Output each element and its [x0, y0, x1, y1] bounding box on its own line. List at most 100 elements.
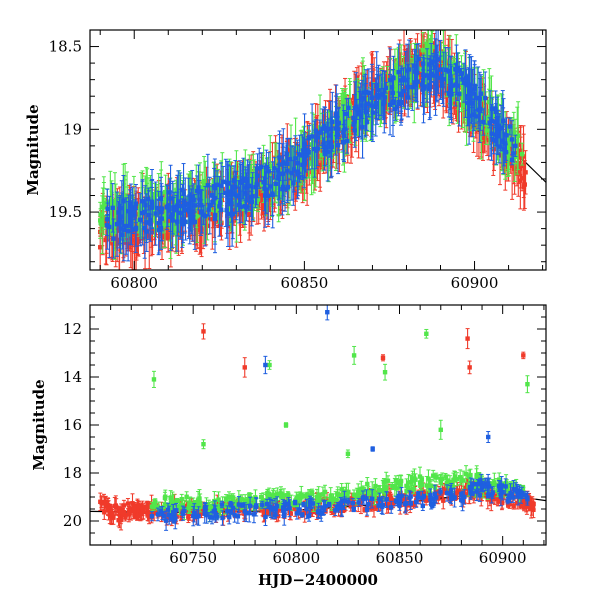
data-point [522, 182, 527, 187]
data-point [509, 137, 515, 142]
data-point [504, 133, 509, 138]
data-point [247, 212, 252, 217]
data-point [434, 474, 439, 479]
data-point [364, 507, 370, 513]
data-point [482, 136, 487, 141]
data-point [460, 95, 465, 101]
data-point [410, 476, 415, 481]
data-point [248, 177, 253, 183]
data-point [206, 207, 211, 212]
data-point [112, 199, 118, 204]
data-point [430, 44, 435, 50]
data-point [105, 216, 110, 222]
data-point [304, 493, 310, 498]
data-point [370, 446, 375, 452]
data-point [382, 370, 388, 375]
data-point [212, 212, 218, 218]
data-point [283, 507, 288, 512]
data-point [101, 500, 107, 506]
data-point [386, 491, 392, 497]
data-point [397, 497, 403, 502]
data-point [261, 498, 266, 503]
data-point [309, 161, 314, 167]
data-point [443, 474, 448, 479]
data-point [519, 176, 525, 181]
data-point [366, 490, 371, 495]
data-point [181, 191, 186, 196]
data-point [268, 163, 273, 169]
data-point [492, 129, 497, 135]
data-point [330, 119, 335, 124]
data-point [384, 496, 389, 502]
data-point [473, 114, 479, 119]
data-point [254, 182, 259, 187]
data-point [463, 471, 469, 477]
data-point [109, 512, 115, 517]
data-point [167, 512, 172, 518]
data-point [460, 478, 466, 483]
data-point [353, 104, 359, 109]
data-point [268, 506, 274, 511]
data-point [389, 505, 394, 510]
data-point [378, 92, 384, 98]
data-point [445, 479, 450, 484]
data-point [101, 203, 107, 208]
data-point [346, 499, 351, 504]
data-point [432, 491, 438, 497]
data-point [317, 130, 322, 135]
data-point [109, 224, 114, 229]
data-point [468, 485, 474, 491]
data-point [215, 514, 220, 519]
data-point [450, 485, 455, 490]
data-point [154, 189, 160, 195]
data-point [126, 512, 132, 517]
data-point [300, 512, 305, 518]
data-point [430, 59, 436, 64]
data-point [447, 479, 453, 485]
data-point [207, 203, 212, 208]
data-point [455, 66, 460, 71]
data-point [148, 186, 153, 192]
data-point [289, 500, 294, 505]
data-point [186, 515, 191, 520]
data-point [498, 485, 503, 490]
data-point [232, 512, 237, 518]
data-point [345, 493, 350, 498]
data-point [247, 503, 253, 509]
data-point [387, 77, 393, 83]
data-point [277, 155, 282, 160]
data-point [300, 493, 306, 499]
data-point [519, 490, 525, 496]
bottom-series-blue-4 [149, 473, 530, 531]
data-point [384, 478, 389, 484]
data-point [170, 212, 175, 217]
data-point [510, 495, 516, 500]
data-point [457, 475, 463, 480]
data-point [236, 194, 241, 199]
data-point [205, 216, 211, 221]
data-point [518, 494, 524, 500]
data-point [158, 509, 164, 514]
data-point [483, 115, 489, 121]
data-point [135, 507, 140, 513]
data-point [204, 502, 209, 507]
top-y-tick-label: 18.5 [49, 38, 82, 56]
data-point [399, 493, 404, 498]
data-point [124, 223, 129, 229]
data-point [142, 209, 148, 215]
data-point [457, 91, 462, 97]
data-point [263, 498, 269, 503]
data-point [260, 502, 265, 507]
data-point [226, 494, 232, 500]
data-point [291, 180, 296, 186]
data-point [302, 143, 307, 148]
data-point [357, 109, 362, 114]
data-point [497, 144, 503, 149]
data-point [411, 502, 416, 508]
data-point [311, 142, 317, 148]
data-point [194, 194, 199, 199]
data-point [337, 112, 342, 117]
data-point [486, 484, 492, 489]
data-point [224, 207, 229, 213]
data-point [363, 109, 369, 115]
